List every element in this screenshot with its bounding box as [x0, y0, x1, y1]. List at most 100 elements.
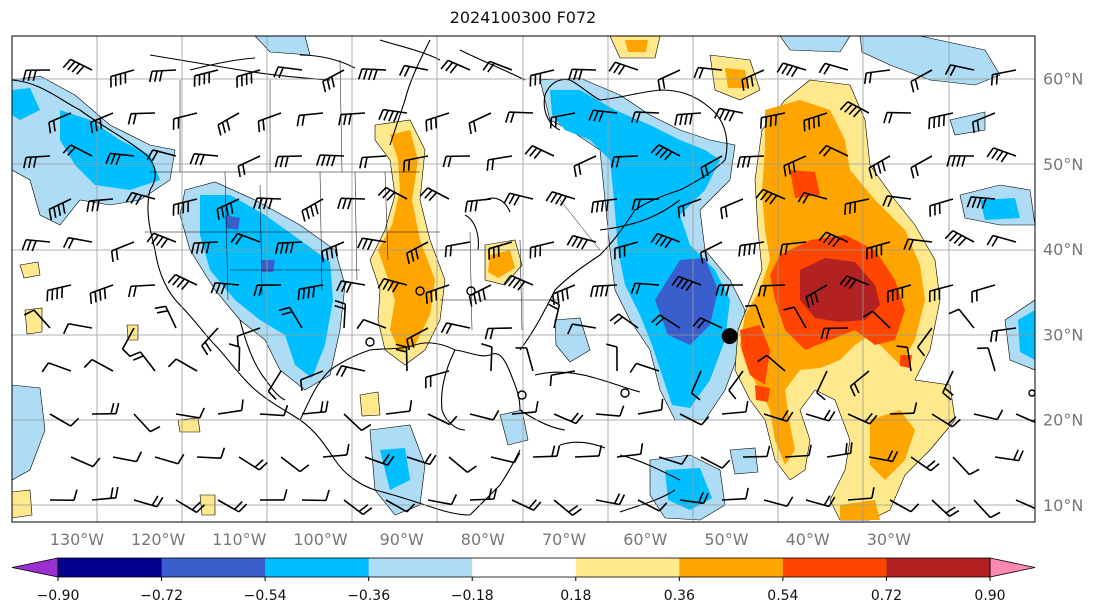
wind-barb — [524, 145, 555, 159]
plot-title: 2024100300 F072 — [449, 8, 597, 27]
wind-barb — [22, 69, 51, 82]
wind-barb — [608, 61, 639, 76]
wind-barb — [503, 274, 534, 291]
wind-barb — [127, 284, 156, 298]
wind-barb — [259, 489, 288, 501]
wind-barb — [91, 402, 120, 415]
latitude-label: 30°N — [1043, 325, 1083, 344]
wind-barb — [610, 155, 639, 168]
colorbar-bin — [886, 558, 991, 577]
wind-barb — [866, 241, 891, 260]
wind-barb — [896, 345, 912, 372]
wind-barb — [566, 234, 597, 250]
wind-barb — [321, 241, 345, 263]
wind-barb — [720, 198, 744, 220]
wind-barb — [296, 112, 324, 127]
dark-red-anomaly-regions — [800, 258, 880, 322]
longitude-label: 40°W — [786, 530, 830, 549]
colorbar: −0.90 −0.72 −0.54 −0.36 −0.18 0.18 0.36 0.54 0.7… — [11, 557, 1036, 604]
wind-barb — [259, 404, 289, 417]
wind-barb — [551, 284, 576, 306]
colorbar-bin — [368, 558, 473, 577]
colorbar-tick-label: −0.90 — [37, 588, 80, 604]
wind-barb — [952, 456, 980, 476]
wind-barb — [154, 453, 185, 465]
wind-barb — [398, 64, 429, 77]
wind-barb — [357, 68, 387, 81]
wind-barb — [62, 236, 93, 249]
colorbar-frame — [57, 557, 991, 578]
wind-barb — [679, 413, 710, 426]
wind-barb — [820, 327, 849, 340]
wind-barb — [172, 112, 198, 130]
wind-barb — [674, 112, 702, 126]
wind-barb — [637, 499, 668, 512]
longitude-label: 30°W — [867, 530, 911, 549]
wind-barb — [62, 322, 93, 335]
wind-barb — [545, 191, 576, 207]
wind-barb — [614, 241, 639, 260]
wind-barb — [883, 111, 912, 124]
colorbar-bin — [575, 558, 680, 577]
storm-center-marker — [721, 328, 738, 345]
wind-barb — [889, 402, 918, 415]
wind-barb — [110, 69, 135, 88]
wind-barb — [994, 449, 1024, 462]
wind-barb — [595, 405, 625, 417]
longitude-label: 110°W — [212, 530, 267, 549]
wind-barb — [278, 306, 303, 329]
wind-barb — [590, 198, 618, 214]
wind-barb — [844, 198, 870, 215]
wind-barbs — [21, 58, 1035, 519]
colorbar-tick-label: −0.18 — [451, 588, 494, 604]
wind-barb — [425, 112, 450, 132]
wind-barb — [193, 69, 219, 87]
longitude-label: 60°W — [623, 530, 667, 549]
wind-barb — [805, 495, 836, 508]
wind-barb — [745, 304, 765, 329]
latitude-label: 60°N — [1043, 70, 1083, 89]
wind-barb — [280, 456, 310, 473]
wind-barb — [482, 60, 513, 73]
wind-barb — [217, 399, 244, 415]
wind-barb — [419, 187, 450, 202]
wind-barb — [90, 112, 114, 134]
wind-barb — [742, 445, 771, 458]
wind-barb — [971, 284, 996, 303]
wind-barb — [931, 499, 960, 518]
wind-barb — [728, 370, 744, 400]
wind-barb — [868, 450, 899, 463]
colorbar-bin — [161, 558, 266, 577]
wind-barb — [464, 198, 492, 213]
wind-barb — [631, 198, 660, 211]
wind-barb — [568, 68, 597, 81]
wind-barb — [338, 112, 366, 126]
wind-barb — [448, 456, 477, 474]
wind-barb — [129, 351, 156, 372]
wind-barb — [588, 109, 618, 122]
colorbar-bin — [58, 558, 163, 577]
wind-barb — [175, 407, 205, 419]
wind-barb — [504, 111, 534, 124]
colorbar-tick-label: 0.18 — [560, 588, 591, 604]
wind-barb — [133, 413, 161, 433]
wind-barb — [931, 413, 961, 428]
colorbar-bin — [265, 558, 370, 577]
wind-barb — [343, 499, 373, 516]
wind-barb — [595, 493, 626, 506]
wind-barb — [364, 453, 395, 466]
wind-barb — [548, 298, 561, 329]
wind-barb — [62, 144, 93, 157]
colorbar-under-arrow — [11, 557, 59, 578]
wind-barb — [172, 198, 198, 216]
wind-barb — [274, 241, 303, 255]
wind-barb — [49, 413, 80, 427]
wind-barb — [257, 112, 282, 133]
wind-barb — [337, 197, 366, 210]
wind-barb — [167, 273, 198, 290]
wind-barb — [469, 409, 500, 421]
wind-barb — [651, 314, 681, 329]
wind-barb — [805, 284, 828, 308]
wind-barb — [721, 487, 749, 501]
wind-barb — [301, 400, 329, 415]
